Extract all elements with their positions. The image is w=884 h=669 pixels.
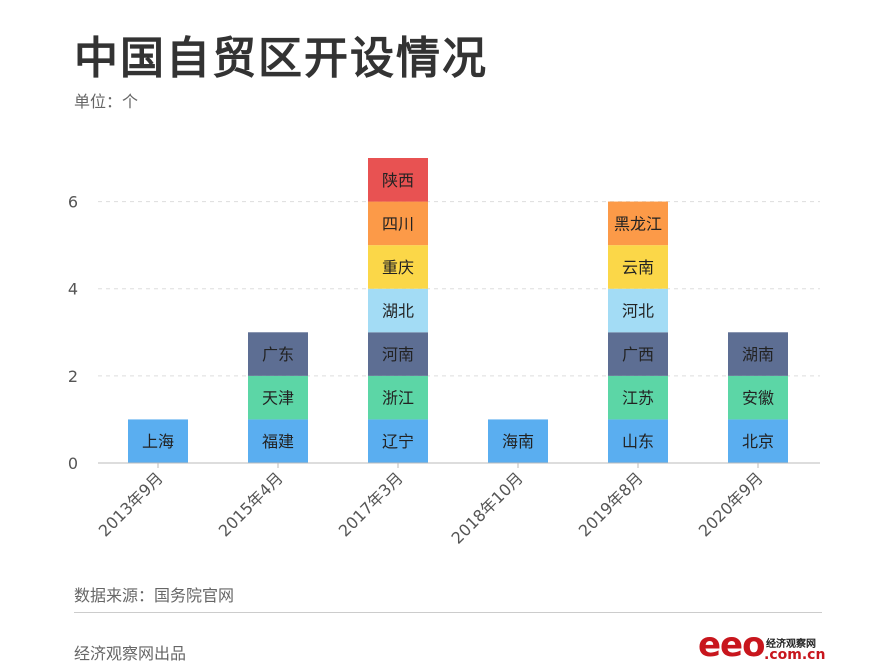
y-tick-label: 6	[68, 193, 78, 212]
x-axis-ticks: 2013年9月 2015年4月 2017年3月 2018年10月 2019年8月 2020…	[95, 463, 767, 548]
bar-segment-label: 云南	[622, 258, 654, 277]
bar-segment	[728, 332, 788, 376]
bar-segment	[128, 419, 188, 463]
bar-segment	[608, 332, 668, 376]
bar-segment	[608, 288, 668, 333]
bar-segment	[368, 332, 428, 376]
bar-segment-label: 河北	[622, 302, 654, 321]
logo-chinese-name: 经济观察网	[766, 639, 816, 650]
bar-segment-label: 湖南	[742, 345, 774, 364]
x-tick-label: 2017年3月	[335, 468, 407, 540]
bar-segment	[368, 245, 428, 289]
bar-segment	[368, 288, 428, 333]
logo-domain: .com.cn	[764, 647, 826, 663]
grid-lines	[98, 201, 820, 377]
x-tick-label: 2015年4月	[215, 468, 287, 540]
bar-segment-label: 四川	[382, 214, 414, 233]
bar-segment-label: 辽宁	[382, 432, 414, 451]
bar-segment	[608, 245, 668, 289]
chart-title: 中国自贸区开设情况	[74, 33, 488, 84]
bar-segment	[368, 419, 428, 463]
bar-segment-label: 广东	[262, 345, 294, 364]
y-tick-label: 2	[68, 367, 78, 386]
bar-segment-label: 安徽	[742, 389, 774, 408]
bar-segment	[248, 375, 308, 420]
y-axis-ticks: 0 2 4 6	[68, 193, 78, 473]
bar-segment	[728, 419, 788, 463]
bar-segment	[608, 201, 668, 246]
bar-segment	[248, 419, 308, 463]
eeo-logo: eeo 经济观察网 .com.cn	[698, 625, 826, 665]
logo-mark: eeo	[698, 625, 765, 665]
bar-segment-label: 河南	[382, 345, 414, 364]
publisher-credit: 经济观察网出品	[74, 644, 187, 663]
bar-segment	[368, 375, 428, 420]
bar-segment	[368, 158, 428, 202]
bar-segment	[728, 375, 788, 420]
footer-divider	[74, 612, 822, 613]
bar-segment-label: 福建	[262, 432, 294, 451]
bar-segment-label: 山东	[622, 432, 654, 451]
bar-segment	[608, 419, 668, 463]
unit-label: 单位：个	[74, 92, 139, 111]
y-tick-label: 0	[68, 454, 78, 473]
bar-segment	[608, 375, 668, 420]
x-tick-label: 2019年8月	[575, 468, 647, 540]
bar-segment-label: 广西	[622, 345, 654, 364]
bar-segment	[368, 201, 428, 246]
bar-segment-label: 上海	[142, 432, 174, 451]
bar-segment-label: 陕西	[382, 171, 414, 190]
data-source: 数据来源：国务院官网	[74, 586, 235, 605]
x-tick-label: 2018年10月	[448, 468, 527, 547]
bar-segment-label: 天津	[262, 389, 294, 408]
bar-segment-label: 重庆	[382, 258, 414, 277]
bar-segment	[488, 419, 548, 463]
bar-segment-label: 湖北	[382, 302, 414, 321]
x-tick-label: 2020年9月	[695, 468, 767, 540]
bar-segment-label: 北京	[742, 432, 774, 451]
bar-segment-label: 浙江	[382, 389, 414, 408]
bar-segment-label: 黑龙江	[614, 214, 662, 233]
y-tick-label: 4	[68, 280, 78, 299]
x-tick-label: 2013年9月	[95, 468, 167, 540]
bar-segment-label: 海南	[502, 432, 534, 451]
bar-segment	[248, 332, 308, 376]
bar-segment-label: 江苏	[622, 389, 654, 408]
